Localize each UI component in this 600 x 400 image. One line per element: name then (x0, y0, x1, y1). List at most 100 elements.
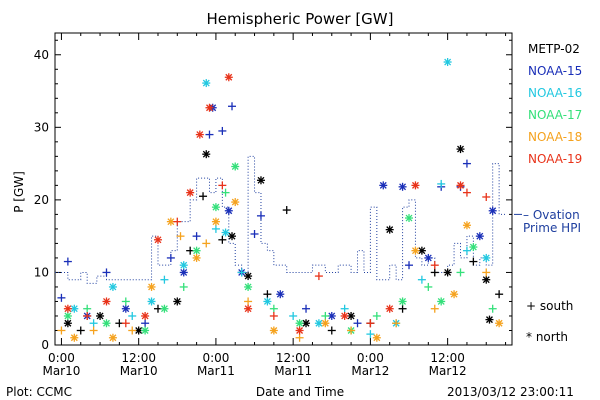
noaa-16-marker (437, 179, 446, 188)
noaa-19-marker (153, 235, 162, 244)
x-tick-label-time: 0:00 (48, 351, 75, 365)
noaa-15-marker (224, 206, 233, 215)
noaa-17-marker (469, 243, 478, 252)
noaa-17-marker (398, 297, 407, 306)
noaa-18-marker (430, 304, 439, 313)
noaa-17-marker (211, 203, 220, 212)
y-tick-label: 0 (41, 338, 49, 352)
metp-02-marker (495, 290, 504, 299)
legend-item-noaa-17: NOAA-17 (528, 108, 583, 122)
noaa-19-marker (314, 272, 323, 281)
noaa-17-marker (424, 282, 433, 291)
legend-item-noaa-19: NOAA-19 (528, 152, 583, 166)
noaa-17-marker (192, 246, 201, 255)
noaa-19-marker (366, 319, 375, 328)
noaa-16-marker (89, 319, 98, 328)
noaa-15-marker (379, 181, 388, 190)
x-tick-label-date: Mar10 (42, 364, 80, 378)
noaa-17-marker (221, 188, 230, 197)
metp-02-marker (469, 257, 478, 266)
noaa-19-marker (430, 261, 439, 270)
noaa-15-marker (398, 182, 407, 191)
noaa-15-marker (166, 253, 175, 262)
noaa-19-marker (340, 311, 349, 320)
noaa-16-marker (211, 224, 220, 233)
noaa-18-marker (231, 198, 240, 207)
metp-02-marker (430, 268, 439, 277)
noaa-15-marker (179, 268, 188, 277)
legend-item-noaa-18: NOAA-18 (528, 130, 583, 144)
metp-02-marker (63, 319, 72, 328)
x-tick-label-time: 0:00 (202, 351, 229, 365)
noaa-19-marker (244, 304, 253, 313)
x-tick-label-date: Mar12 (351, 364, 389, 378)
ovation-legend-label-2: Prime HPI (523, 221, 581, 235)
noaa-19-marker (482, 192, 491, 201)
metp-02-marker (96, 311, 105, 320)
chart-title: Hemispheric Power [GW] (206, 10, 394, 28)
noaa-17-marker (321, 311, 330, 320)
plot-frame (54, 32, 513, 346)
y-axis-label: P [GW] (11, 171, 26, 213)
north-marker-legend: * north (526, 330, 569, 344)
noaa-16-marker (289, 311, 298, 320)
noaa-17-marker (437, 297, 446, 306)
ovation-hpi-line (55, 155, 506, 284)
noaa-15-marker (475, 232, 484, 241)
noaa-18-marker (462, 221, 471, 230)
noaa-15-marker (121, 304, 130, 313)
noaa-16-marker (202, 79, 211, 88)
metp-02-marker (199, 192, 208, 201)
noaa-15-marker (276, 290, 285, 299)
noaa-17-marker (63, 311, 72, 320)
noaa-15-marker (405, 261, 414, 270)
plot-credit: Plot: CCMC (6, 385, 72, 399)
noaa-17-marker (83, 304, 92, 313)
noaa-18-marker (269, 326, 278, 335)
y-tick-label: 10 (34, 265, 49, 279)
metp-02-marker (218, 235, 227, 244)
noaa-15-marker (192, 232, 201, 241)
noaa-18-marker (147, 282, 156, 291)
noaa-19-marker (102, 297, 111, 306)
noaa-15-marker (63, 257, 72, 266)
noaa-18-marker (482, 268, 491, 277)
noaa-18-marker (392, 319, 401, 328)
metp-02-marker (385, 225, 394, 234)
x-tick-label-date: Mar12 (429, 364, 467, 378)
noaa-15-marker (141, 319, 150, 328)
x-tick-label-time: 0:00 (357, 351, 384, 365)
metp-02-marker (482, 275, 491, 284)
noaa-17-marker (102, 319, 111, 328)
ovation-legend-label: – Ovation (523, 208, 580, 222)
noaa-15-marker (57, 293, 66, 302)
noaa-18-marker (211, 217, 220, 226)
south-marker-legend: + south (526, 299, 574, 313)
x-tick-label-time: 12:00 (121, 351, 156, 365)
noaa-16-marker (366, 330, 375, 339)
noaa-18-marker (347, 326, 356, 335)
noaa-18-marker (450, 290, 459, 299)
metp-02-marker (327, 326, 336, 335)
noaa-16-marker (417, 275, 426, 284)
y-tick-label: 20 (34, 193, 49, 207)
noaa-19-marker (462, 188, 471, 197)
noaa-19-marker (205, 103, 214, 112)
x-tick-label-time: 12:00 (430, 351, 465, 365)
noaa-15-marker (102, 268, 111, 277)
legend-item-noaa-15: NOAA-15 (528, 64, 583, 78)
metp-02-marker (443, 268, 452, 277)
noaa-15-marker (488, 206, 497, 215)
x-tick-label-date: Mar11 (274, 364, 312, 378)
noaa-18-marker (321, 319, 330, 328)
noaa-18-marker (495, 319, 504, 328)
noaa-18-marker (166, 217, 175, 226)
noaa-15-marker (228, 102, 237, 111)
metp-02-marker (282, 206, 291, 215)
metp-02-marker (202, 150, 211, 159)
noaa-17-marker (160, 304, 169, 313)
noaa-18-marker (411, 246, 420, 255)
noaa-16-marker (128, 311, 137, 320)
